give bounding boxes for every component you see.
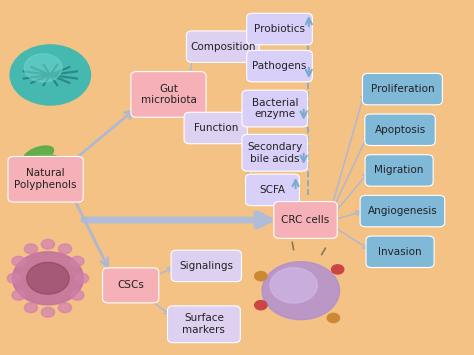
Text: Invasion: Invasion — [378, 247, 422, 257]
Circle shape — [41, 307, 55, 317]
Text: Function: Function — [193, 123, 238, 133]
FancyBboxPatch shape — [184, 112, 247, 144]
Circle shape — [10, 45, 91, 105]
Text: Natural
Polyphenols: Natural Polyphenols — [14, 169, 77, 190]
Text: CSCs: CSCs — [117, 280, 144, 290]
FancyBboxPatch shape — [167, 306, 240, 343]
Text: Probiotics: Probiotics — [254, 24, 305, 34]
Circle shape — [75, 273, 89, 283]
Circle shape — [58, 244, 72, 254]
Circle shape — [71, 290, 84, 300]
Text: Migration: Migration — [374, 165, 424, 175]
FancyBboxPatch shape — [102, 268, 159, 303]
Circle shape — [27, 262, 69, 294]
FancyBboxPatch shape — [8, 157, 83, 202]
Ellipse shape — [29, 162, 62, 175]
FancyBboxPatch shape — [246, 13, 312, 45]
Ellipse shape — [34, 154, 66, 169]
Text: Proliferation: Proliferation — [371, 84, 434, 94]
FancyBboxPatch shape — [242, 134, 308, 171]
FancyBboxPatch shape — [186, 31, 259, 62]
Text: Bacterial
enzyme: Bacterial enzyme — [252, 98, 298, 119]
Circle shape — [12, 290, 25, 300]
Circle shape — [24, 54, 62, 82]
Text: Secondary
bile acids: Secondary bile acids — [247, 142, 302, 164]
Circle shape — [12, 252, 83, 305]
Circle shape — [255, 272, 267, 281]
Circle shape — [327, 313, 339, 323]
Circle shape — [41, 239, 55, 249]
Text: CRC cells: CRC cells — [282, 215, 329, 225]
FancyBboxPatch shape — [363, 73, 442, 105]
Circle shape — [12, 256, 25, 266]
FancyBboxPatch shape — [366, 236, 434, 268]
Text: Surface
markers: Surface markers — [182, 313, 225, 335]
Circle shape — [71, 256, 84, 266]
Text: SCFA: SCFA — [259, 185, 285, 195]
FancyBboxPatch shape — [246, 50, 312, 82]
Circle shape — [331, 265, 344, 274]
FancyBboxPatch shape — [274, 202, 337, 238]
Text: Signalings: Signalings — [179, 261, 233, 271]
FancyBboxPatch shape — [131, 72, 206, 117]
Circle shape — [255, 301, 267, 310]
Circle shape — [7, 273, 20, 283]
Text: Gut
microbiota: Gut microbiota — [140, 83, 196, 105]
Text: Composition: Composition — [190, 42, 255, 52]
Circle shape — [24, 303, 37, 313]
Circle shape — [24, 244, 37, 254]
Circle shape — [262, 262, 339, 320]
FancyBboxPatch shape — [360, 195, 445, 227]
FancyBboxPatch shape — [171, 250, 241, 282]
FancyBboxPatch shape — [246, 174, 300, 206]
Text: Angiogenesis: Angiogenesis — [367, 206, 438, 216]
FancyBboxPatch shape — [242, 90, 308, 127]
Text: Apoptosis: Apoptosis — [374, 125, 426, 135]
Ellipse shape — [24, 146, 54, 163]
Circle shape — [58, 303, 72, 313]
Text: Pathogens: Pathogens — [252, 61, 307, 71]
FancyBboxPatch shape — [365, 114, 435, 146]
Circle shape — [270, 268, 318, 303]
FancyBboxPatch shape — [365, 155, 433, 186]
